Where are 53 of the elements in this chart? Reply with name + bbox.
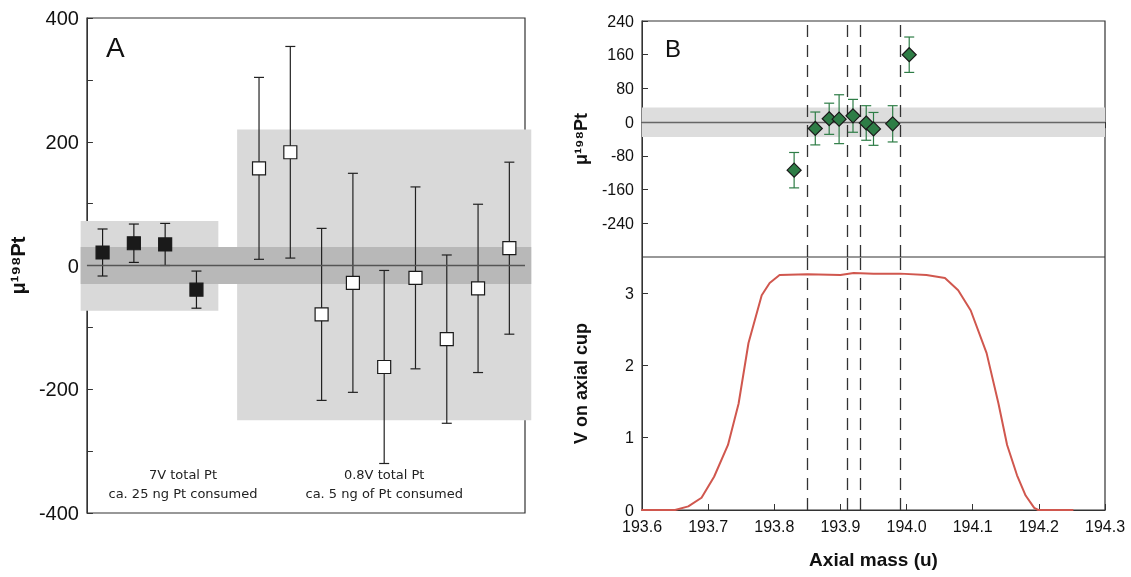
- annotation: 7V total Pt ca. 25 ng Pt consumed: [108, 467, 258, 501]
- text: B: [665, 34, 682, 62]
- point: [845, 108, 861, 124]
- point: [189, 282, 204, 297]
- y-tick-label: 3: [625, 284, 635, 302]
- y-tick-label: 0: [625, 113, 635, 131]
- point: [831, 111, 847, 127]
- line-series: [641, 271, 1074, 511]
- y-tick-label: 2: [625, 356, 635, 374]
- y-tick-label: -400: [38, 502, 79, 524]
- point: [251, 161, 267, 176]
- point: [502, 241, 517, 256]
- point: [885, 116, 901, 132]
- point: [408, 270, 423, 285]
- y-tick-label: 240: [607, 12, 635, 30]
- y-tick-label: 0: [67, 254, 79, 277]
- y-axis-title: μ¹⁹⁸Pt: [571, 112, 591, 166]
- y-tick-label: -240: [601, 214, 635, 232]
- x-tick-label: 193.6: [621, 517, 663, 535]
- y-tick-label: -160: [601, 181, 635, 199]
- x-tick-label: 193.9: [820, 517, 861, 535]
- y-tick-label: 200: [45, 130, 79, 153]
- annotation: 0.8V total Pt ca. 5 ng of Pt consumed: [305, 467, 463, 501]
- text: A: [106, 31, 125, 63]
- y-tick-label: 400: [45, 7, 79, 29]
- y-axis-title: μ¹⁹⁸Pt: [7, 236, 29, 295]
- x-tick-label: 194.3: [1084, 517, 1126, 535]
- x-tick-label: 193.8: [754, 517, 795, 535]
- x-tick-label: 194.1: [952, 517, 993, 535]
- y-tick-label: 1: [625, 429, 635, 447]
- y-tick-label: -80: [610, 147, 635, 165]
- y-axis-title: V on axial cup: [571, 322, 591, 445]
- point: [345, 275, 360, 290]
- x-axis-title: Axial mass (u): [809, 549, 938, 570]
- point: [314, 307, 329, 322]
- point: [283, 145, 298, 160]
- point: [865, 121, 882, 137]
- point: [901, 47, 917, 63]
- y-tick-label: 80: [616, 79, 635, 97]
- point: [807, 120, 823, 137]
- x-tick-label: 194.2: [1018, 517, 1059, 535]
- point: [786, 162, 802, 178]
- x-tick-label: 194.0: [886, 517, 927, 535]
- point: [377, 359, 392, 375]
- point: [439, 332, 454, 347]
- point: [95, 245, 110, 260]
- point: [470, 281, 486, 296]
- y-tick-label: 0: [625, 501, 635, 519]
- y-tick-label: 160: [607, 46, 635, 64]
- y-tick-label: -200: [38, 378, 79, 401]
- point: [126, 236, 141, 251]
- point: [158, 237, 173, 252]
- x-tick-label: 193.7: [688, 517, 729, 535]
